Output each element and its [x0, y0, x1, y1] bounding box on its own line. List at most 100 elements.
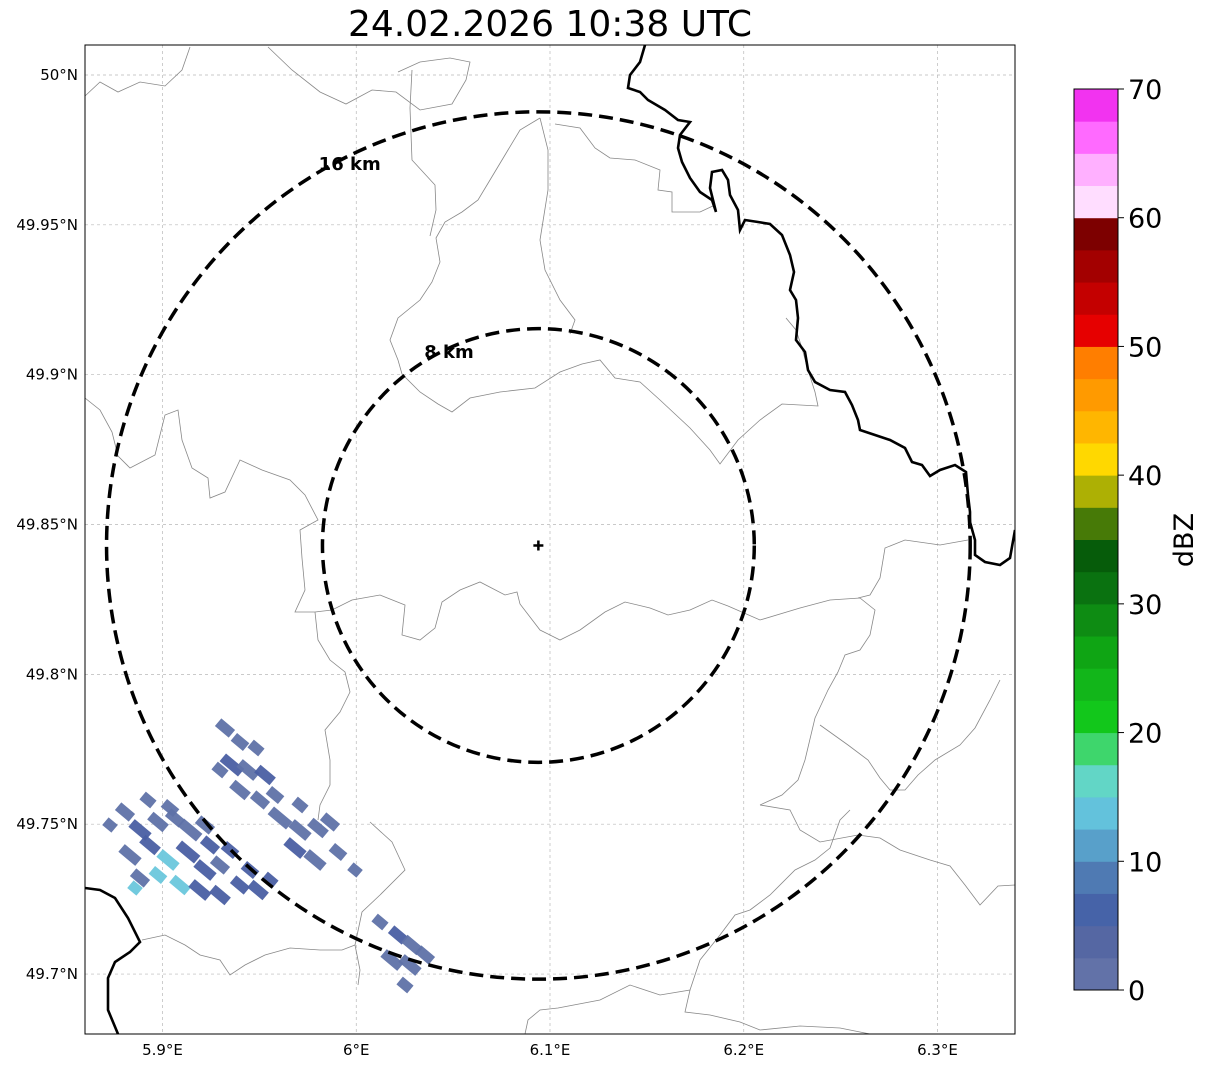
map-title: 24.02.2026 10:38 UTC — [347, 4, 753, 45]
radar-site-marker — [533, 540, 544, 551]
colorbar-tick-label: 50 — [1128, 332, 1162, 363]
commune-border — [727, 597, 876, 806]
colorbar-segment — [1074, 571, 1118, 605]
echo-cell — [114, 802, 136, 822]
colorbar-segment — [1074, 893, 1118, 927]
echo-cell — [160, 799, 180, 817]
commune-border — [85, 46, 191, 97]
radar-echoes — [102, 718, 436, 994]
lon-tick-label: 6.2°E — [723, 1041, 764, 1059]
echo-cell — [254, 764, 276, 786]
echo-cell — [398, 954, 422, 976]
echo-cell — [156, 849, 180, 871]
range-rings: 8 km 16 km — [104, 110, 972, 981]
colorbar-segment — [1074, 314, 1118, 347]
echo-cell — [236, 759, 260, 781]
colorbar-tick-label: 10 — [1128, 847, 1162, 878]
colorbar-segment — [1074, 185, 1118, 219]
commune-border — [684, 989, 871, 1034]
commune-border — [85, 397, 729, 641]
admin-borders — [85, 46, 1015, 1034]
echo-cell — [139, 791, 157, 809]
commune-border — [524, 909, 751, 1034]
colorbar-segment — [1074, 378, 1118, 412]
commune-border — [141, 934, 356, 976]
colorbar-frame — [1073, 88, 1119, 991]
colorbar-tick-label: 60 — [1128, 204, 1162, 235]
colorbar-segment — [1074, 829, 1118, 862]
colorbar-segment — [1074, 925, 1118, 959]
echo-cell — [247, 879, 269, 901]
commune-border — [759, 804, 1015, 906]
colorbar-tick-label: 40 — [1128, 461, 1162, 492]
lon-tick-label: 6.1°E — [530, 1041, 571, 1059]
range-ring — [104, 110, 972, 981]
echo-cell — [291, 796, 309, 814]
latitude-ticks: 50°N 49.95°N 49.9°N 49.85°N 49.8°N 49.75°N 49.… — [16, 66, 78, 983]
echo-cell — [380, 949, 404, 971]
range-ring — [320, 326, 757, 765]
echo-cell — [414, 945, 436, 965]
commune-border — [749, 809, 851, 911]
colorbar-segment — [1074, 410, 1118, 444]
echo-cell — [371, 913, 389, 931]
colorbar-tick-label: 20 — [1128, 719, 1162, 750]
echo-cell — [267, 806, 293, 830]
echo-cell — [347, 862, 363, 878]
range-ring-label: 8 km — [424, 342, 474, 363]
colorbar-tick-label: 70 — [1128, 75, 1162, 106]
commune-border — [409, 69, 437, 237]
colorbar-segment — [1074, 764, 1118, 798]
colorbar — [1073, 88, 1119, 991]
commune-border — [314, 611, 351, 821]
echo-cell — [127, 880, 143, 896]
commune-border — [389, 117, 819, 465]
lat-tick-label: 49.9°N — [26, 366, 78, 384]
lat-tick-label: 49.95°N — [16, 216, 78, 234]
national-border — [626, 45, 1015, 567]
map-frame — [84, 44, 1016, 1035]
colorbar-segment — [1074, 668, 1118, 701]
commune-border — [819, 679, 1001, 791]
echo-cell — [209, 855, 231, 875]
colorbar-segment — [1074, 700, 1118, 734]
echo-cell — [102, 817, 118, 833]
echo-cell — [288, 819, 312, 841]
colorbar-segment — [1074, 603, 1118, 637]
echo-cell — [319, 812, 341, 832]
echo-cell — [247, 739, 265, 757]
colorbar-segment — [1074, 153, 1118, 187]
colorbar-segment — [1074, 861, 1118, 894]
echo-cell — [283, 837, 307, 859]
echo-cell — [229, 875, 251, 895]
colorbar-segment — [1074, 636, 1118, 669]
colorbar-ticks: 0 10 20 30 40 50 60 70 — [1118, 75, 1162, 1007]
commune-border — [354, 821, 406, 986]
echo-cell — [387, 925, 409, 945]
colorbar-tick-label: 0 — [1128, 976, 1145, 1007]
echo-cell — [249, 790, 271, 810]
national-borders — [85, 45, 1015, 1034]
echo-cell — [118, 844, 142, 866]
colorbar-segment — [1074, 121, 1118, 154]
colorbar-segment — [1074, 249, 1118, 283]
national-border — [85, 886, 142, 1034]
echo-cell — [303, 849, 327, 871]
lat-tick-label: 49.75°N — [16, 815, 78, 833]
lon-tick-label: 6°E — [343, 1041, 370, 1059]
echo-cell — [396, 976, 414, 994]
colorbar-segment — [1074, 957, 1118, 991]
colorbar-segment — [1074, 475, 1118, 508]
echo-cell — [211, 761, 229, 779]
colorbar-segment — [1074, 796, 1118, 830]
echo-cell — [261, 871, 279, 889]
echo-cell — [219, 753, 245, 777]
colorbar-segment — [1074, 732, 1118, 766]
echo-cell — [214, 718, 236, 738]
colorbar-label: dBZ — [1169, 513, 1200, 567]
lat-tick-label: 49.7°N — [26, 965, 78, 983]
echo-cell — [188, 879, 212, 901]
echo-cell — [265, 786, 285, 804]
colorbar-segment — [1074, 346, 1118, 380]
